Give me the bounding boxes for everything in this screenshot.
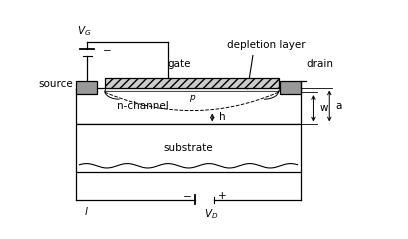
Text: n-channel: n-channel: [118, 101, 169, 111]
Bar: [76, 87, 301, 124]
Bar: [280, 81, 301, 94]
Bar: [105, 87, 279, 91]
Text: $-$: $-$: [182, 190, 192, 200]
Text: $+$: $+$: [217, 190, 226, 201]
Text: $V_G$: $V_G$: [77, 24, 91, 38]
Text: l: l: [84, 207, 87, 217]
Bar: [76, 124, 301, 172]
Bar: [76, 81, 97, 94]
Text: gate: gate: [167, 59, 191, 69]
Text: w: w: [320, 103, 328, 113]
Text: $-$: $-$: [102, 44, 112, 54]
Text: a: a: [335, 101, 342, 111]
Text: substrate: substrate: [164, 143, 213, 153]
Text: h: h: [219, 113, 225, 122]
Bar: [105, 78, 279, 87]
Text: $V_D$: $V_D$: [204, 207, 218, 221]
Text: source: source: [38, 79, 73, 89]
Text: depletion layer: depletion layer: [227, 40, 305, 50]
Text: drain: drain: [306, 59, 333, 69]
Text: p: p: [189, 93, 195, 102]
